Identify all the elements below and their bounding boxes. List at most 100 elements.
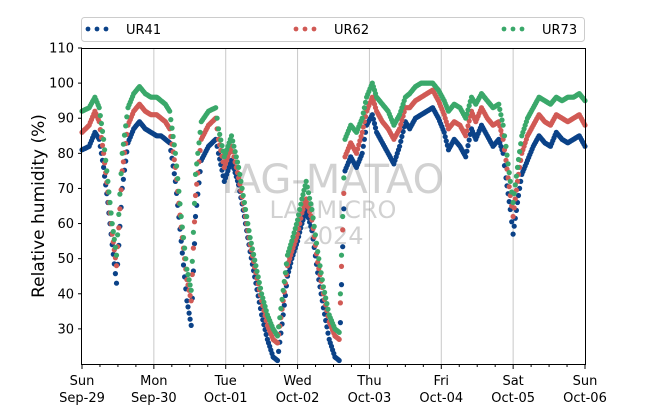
data-point [254,268,260,274]
data-point [107,199,113,206]
data-point [228,133,235,139]
data-point [252,257,258,263]
data-point [304,184,310,190]
data-point [246,228,252,234]
data-point [238,178,244,184]
data-point [282,270,288,276]
data-point [311,223,317,229]
data-point [244,213,250,220]
data-point [170,133,176,140]
x-tick-label-day: Fri [434,374,450,389]
data-point [175,176,181,182]
data-point [96,105,102,111]
data-point [289,238,295,244]
legend-marker [510,26,516,32]
data-point [276,324,282,330]
data-point [359,115,365,121]
data-point [341,206,347,212]
data-point [179,224,185,230]
data-point [185,271,191,278]
data-point [337,291,343,297]
data-point [262,303,268,309]
data-point [336,329,342,335]
data-point [97,113,103,119]
y-tick-label: 50 [57,252,74,267]
data-point [337,320,343,326]
data-point [213,105,219,111]
data-point [248,240,254,246]
data-point [324,301,330,307]
data-point [109,221,115,227]
x-tick-label-date: Oct-05 [491,391,535,406]
data-point [293,221,299,227]
data-point [322,289,328,295]
data-point [168,117,174,123]
data-point [98,120,104,127]
data-point [397,126,403,132]
legend-marker [311,26,317,32]
data-point [106,189,112,195]
data-point [498,127,504,134]
data-point [253,263,259,269]
data-point [369,112,375,118]
data-point [279,296,285,302]
data-point [512,182,518,188]
data-point [240,192,246,199]
data-point [116,225,122,231]
data-point [318,270,324,276]
data-point [466,103,472,109]
data-point [251,251,257,258]
data-point [399,117,405,123]
data-point [341,175,347,181]
data-point [184,298,190,304]
data-point [518,141,524,147]
data-point [115,232,121,238]
data-point [263,331,269,338]
data-point [517,149,523,155]
data-point [188,287,194,293]
data-point [463,115,469,121]
y-tick-label: 40 [57,287,74,302]
data-point [241,199,247,206]
data-point [104,168,110,174]
data-point [187,282,193,288]
data-point [515,156,522,163]
data-point [510,199,516,206]
data-point [231,143,237,149]
data-point [372,125,379,131]
data-point [190,229,196,235]
data-point [362,99,369,105]
data-point [245,221,251,227]
data-point [196,140,202,146]
data-point [182,245,188,251]
legend-label: UR73 [542,23,577,38]
y-tick-label: 80 [57,147,74,162]
data-point [191,241,198,247]
y-tick-label: 60 [57,217,74,232]
data-point [511,205,517,211]
x-tick-label-date: Oct-01 [204,391,248,406]
data-point [400,129,406,135]
data-point [320,284,326,290]
data-point [167,108,173,114]
data-point [260,295,266,301]
y-tick-label: 70 [57,182,74,197]
data-point [274,357,281,364]
data-point [298,201,304,207]
data-point [232,149,238,155]
data-point [337,300,343,306]
data-point [312,232,318,238]
data-point [177,201,183,207]
data-point [192,192,199,199]
data-point [303,178,309,184]
data-point [118,171,124,177]
legend-marker [103,26,109,32]
legend-marker [94,26,100,32]
data-point [102,147,108,153]
data-point [466,137,472,143]
data-point [189,271,195,278]
data-point [192,213,199,220]
data-point [340,227,346,233]
data-point [120,159,126,165]
data-point [194,161,200,167]
